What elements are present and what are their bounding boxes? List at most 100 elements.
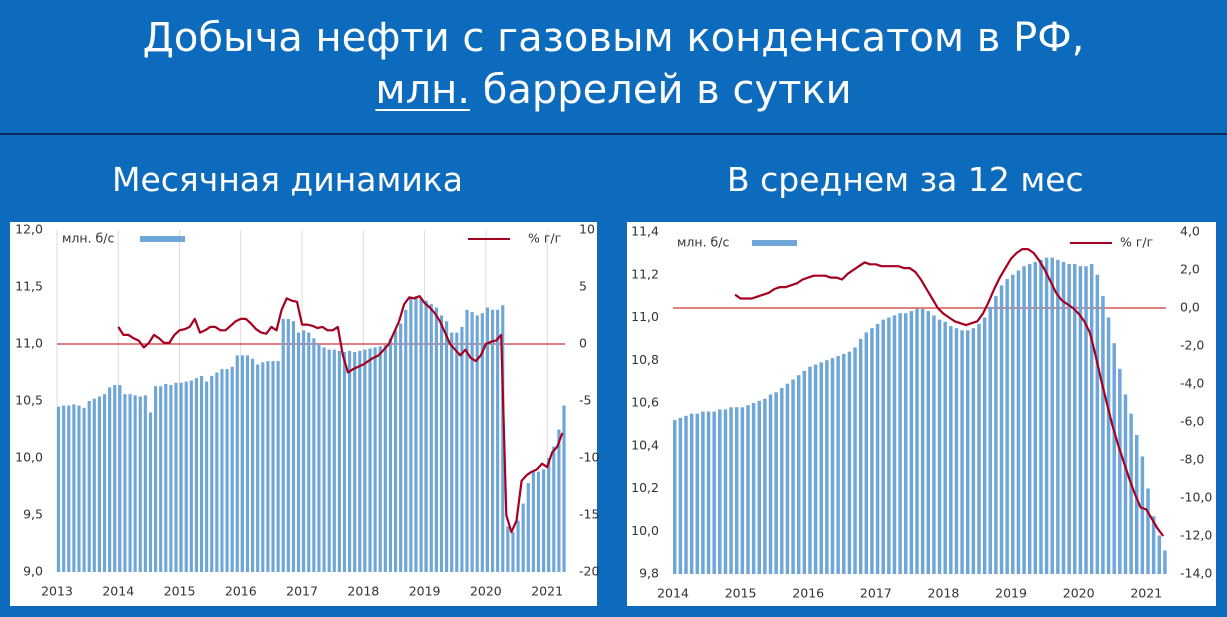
bar	[926, 311, 931, 574]
bar	[836, 355, 840, 574]
y2-tick-label: -2,0	[1180, 338, 1204, 353]
y2-tick-label: -20	[579, 564, 599, 579]
x-tick-label: 2017	[286, 584, 318, 599]
x-tick-label: 2021	[1130, 586, 1162, 601]
bar	[1135, 435, 1139, 574]
bar	[881, 319, 885, 574]
bar	[965, 330, 970, 574]
y2-tick-label: -4,0	[1180, 376, 1204, 391]
bar	[480, 313, 484, 572]
bar	[194, 378, 198, 572]
bar	[174, 382, 178, 572]
bar	[424, 300, 428, 572]
bar	[847, 351, 852, 574]
bar	[853, 347, 857, 574]
header: Добыча нефти с газовым конденсатом в РФ,…	[0, 0, 1227, 135]
bar	[363, 349, 367, 572]
y-tick-label: 10,0	[15, 450, 43, 465]
title-line: Добыча нефти с газовым конденсатом в РФ,	[142, 15, 1085, 61]
bar	[547, 458, 551, 572]
bar	[184, 381, 188, 572]
bar	[296, 332, 301, 572]
bar	[971, 328, 976, 574]
bar	[1123, 394, 1128, 574]
bar	[999, 285, 1004, 574]
y2-tick-label: -5	[579, 393, 591, 408]
bar	[932, 315, 936, 574]
bar	[684, 415, 688, 574]
bar	[409, 298, 413, 572]
bar	[673, 420, 677, 574]
bar	[378, 346, 382, 572]
bar	[808, 366, 812, 574]
bar	[189, 380, 193, 572]
bar	[949, 326, 953, 574]
title-line: млн. баррелей в сутки	[0, 64, 1227, 116]
bar	[1106, 317, 1111, 574]
bar	[148, 412, 153, 572]
bar	[439, 315, 444, 572]
bar	[414, 296, 418, 572]
bar	[490, 309, 495, 572]
bar	[220, 369, 224, 572]
y-tick-label: 10,2	[631, 480, 659, 495]
bar	[1011, 274, 1015, 574]
bar	[864, 332, 869, 574]
bar	[251, 358, 255, 572]
bar	[215, 372, 219, 572]
bar	[164, 383, 168, 572]
bar	[404, 309, 408, 572]
bar	[77, 405, 81, 572]
bar	[1157, 535, 1162, 574]
x-tick-label: 2016	[792, 586, 824, 601]
legend-label: млн. б/с	[62, 231, 114, 246]
bar	[557, 429, 561, 572]
bar	[199, 375, 204, 572]
bar	[276, 361, 280, 572]
legend-label: % г/г	[528, 231, 561, 246]
y2-tick-label: -10,0	[1180, 490, 1212, 505]
bar	[475, 315, 479, 572]
bar	[388, 338, 393, 572]
bar	[915, 308, 919, 574]
bar	[887, 317, 891, 574]
bar	[205, 381, 209, 572]
legend-swatch	[140, 236, 185, 242]
bar	[1039, 259, 1043, 574]
bar	[470, 312, 474, 572]
bar	[67, 405, 71, 572]
x-tick-label: 2016	[225, 584, 257, 599]
bar	[774, 392, 778, 574]
bar	[485, 307, 490, 572]
bar	[256, 364, 260, 572]
bar	[1061, 261, 1066, 574]
y-tick-label: 10,6	[631, 395, 659, 410]
bar	[133, 395, 137, 572]
x-tick-label: 2020	[470, 584, 502, 599]
x-tick-label: 2018	[347, 584, 379, 599]
bar	[460, 326, 464, 572]
bar	[802, 370, 807, 574]
bar	[108, 387, 112, 572]
bar	[1073, 264, 1077, 574]
bar	[291, 321, 296, 572]
y-tick-label: 11,0	[631, 309, 659, 324]
chart-title: Месячная динамика	[112, 160, 463, 199]
bar	[240, 355, 244, 572]
bar	[118, 385, 122, 572]
bar	[813, 364, 818, 574]
bar	[796, 375, 801, 574]
bar	[531, 471, 535, 572]
bar	[791, 379, 795, 574]
bar	[825, 360, 829, 574]
x-tick-label: 2018	[928, 586, 960, 601]
bar	[1101, 296, 1105, 574]
x-tick-label: 2014	[657, 586, 689, 601]
bar	[746, 405, 750, 574]
y2-tick-label: 4,0	[1180, 224, 1200, 239]
bar	[678, 417, 683, 574]
x-tick-label: 2019	[995, 586, 1027, 601]
bar	[960, 330, 964, 574]
bar	[1022, 266, 1026, 574]
